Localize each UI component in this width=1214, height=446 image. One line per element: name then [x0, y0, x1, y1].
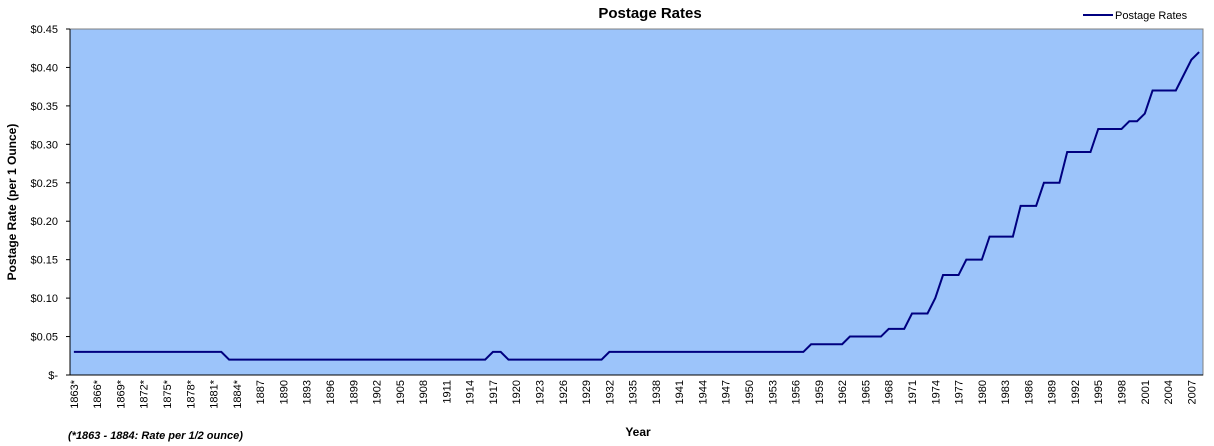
- x-tick-label: 1893: [302, 380, 314, 404]
- x-tick-label: 1983: [1000, 380, 1012, 404]
- x-tick-label: 1986: [1023, 380, 1035, 404]
- x-tick-label: 1869*: [115, 379, 127, 408]
- x-tick-label: 1896: [325, 380, 337, 404]
- x-tick-label: 1926: [558, 380, 570, 404]
- x-tick-label: 1938: [651, 380, 663, 404]
- data-line: [73, 51, 1200, 361]
- footnote: (*1863 - 1884: Rate per 1/2 ounce): [68, 430, 243, 442]
- x-tick-label: 1950: [744, 380, 756, 404]
- x-tick-label: 1908: [418, 380, 430, 404]
- x-tick-label: 1965: [860, 380, 872, 404]
- y-tick-label: $0.25: [30, 178, 58, 190]
- x-tick-label: 1968: [884, 380, 896, 404]
- y-tick-label: $0.30: [30, 139, 58, 151]
- x-tick-label: 1866*: [92, 379, 104, 408]
- x-tick-label: 1944: [697, 380, 709, 404]
- x-tick-label: 1932: [604, 380, 616, 404]
- x-tick-label: 1917: [488, 380, 500, 404]
- x-tick-label: 1935: [628, 380, 640, 404]
- y-tick-label: $0.20: [30, 216, 58, 228]
- x-tick-label: 1899: [348, 380, 360, 404]
- y-tick-label: $0.45: [30, 24, 58, 36]
- x-tick-label: 1920: [511, 380, 523, 404]
- x-tick-label: 2001: [1140, 380, 1152, 404]
- legend-label: Postage Rates: [1115, 10, 1188, 22]
- y-tick-label: $0.15: [30, 255, 58, 267]
- y-tick-label: $0.40: [30, 62, 58, 74]
- x-tick-label: 1971: [907, 380, 919, 404]
- x-tick-label: 1974: [930, 380, 942, 404]
- chart-title: Postage Rates: [598, 5, 701, 22]
- x-tick-label: 1923: [534, 380, 546, 404]
- x-tick-label: 1890: [278, 380, 290, 404]
- x-tick-label: 1914: [465, 380, 477, 404]
- y-axis-label: Postage Rate (per 1 Ounce): [5, 124, 19, 281]
- plot-area: [69, 28, 1204, 376]
- x-tick-label: 1884*: [232, 379, 244, 408]
- x-tick-label: 1977: [954, 380, 966, 404]
- x-tick-label: 1995: [1093, 380, 1105, 404]
- x-tick-label: 1905: [395, 380, 407, 404]
- x-tick-label: 1953: [767, 380, 779, 404]
- x-tick-label: 2004: [1163, 380, 1175, 404]
- x-tick-label: 1992: [1070, 380, 1082, 404]
- x-tick-label: 1872*: [139, 379, 151, 408]
- x-tick-label: 1941: [674, 380, 686, 404]
- x-axis-label: Year: [625, 425, 651, 439]
- x-tick-label: 1947: [721, 380, 733, 404]
- x-tick-label: 1911: [441, 380, 453, 404]
- x-tick-label: 1962: [837, 380, 849, 404]
- x-tick-label: 1989: [1047, 380, 1059, 404]
- x-tick-label: 1998: [1117, 380, 1129, 404]
- x-tick-label: 1929: [581, 380, 593, 404]
- y-tick-label: $-: [48, 370, 58, 382]
- y-tick-label: $0.35: [30, 101, 58, 113]
- y-tick-label: $0.05: [30, 332, 58, 344]
- x-tick-label: 1959: [814, 380, 826, 404]
- x-tick-label: 1881*: [209, 379, 221, 408]
- x-tick-label: 1875*: [162, 379, 174, 408]
- x-tick-label: 2007: [1186, 380, 1198, 404]
- x-tick-label: 1887: [255, 380, 267, 404]
- x-tick-label: 1980: [977, 380, 989, 404]
- x-tick-label: 1956: [791, 380, 803, 404]
- y-tick-label: $0.10: [30, 293, 58, 305]
- x-tick-label: 1878*: [185, 379, 197, 408]
- x-tick-label: 1902: [372, 380, 384, 404]
- x-tick-label: 1863*: [69, 379, 81, 408]
